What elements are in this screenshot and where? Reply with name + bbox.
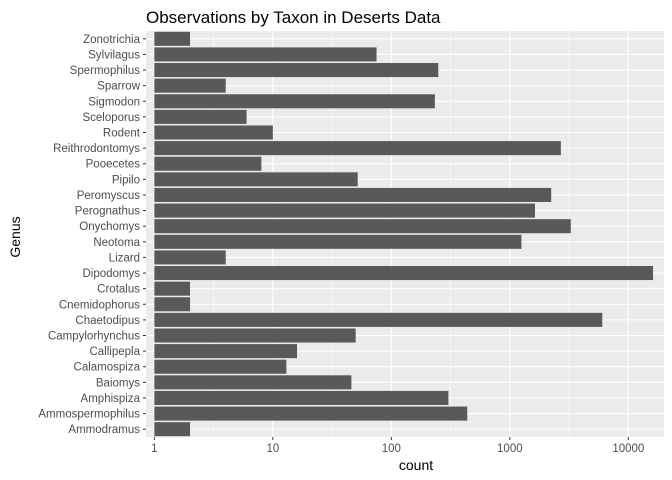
y-tick-label: Reithrodontomys <box>53 143 140 155</box>
y-tick-label: Callipepla <box>89 346 140 358</box>
bar <box>154 47 377 62</box>
y-tick-label: Ammospermophilus <box>38 409 140 421</box>
bar <box>154 281 191 296</box>
bar <box>154 109 247 124</box>
y-tick-label: Perognathus <box>75 206 140 218</box>
y-tick-label: Zonotrichia <box>83 34 140 46</box>
bar <box>154 125 273 140</box>
x-tick-label: 100 <box>382 443 401 455</box>
y-tick-label: Sparrow <box>97 81 141 93</box>
bars <box>154 31 654 437</box>
y-tick-label: Rodent <box>103 128 141 140</box>
y-tick-label: Lizard <box>109 252 140 264</box>
x-axis: 1 10 100 1000 10000 <box>151 437 644 455</box>
y-tick-label: Peromyscus <box>77 190 141 202</box>
y-tick-label: Calamospiza <box>74 362 141 374</box>
bar <box>154 359 287 374</box>
x-tick-label: 10000 <box>612 443 644 455</box>
y-axis: Ammodramus Ammospermophilus Amphispiza Baio… <box>38 34 146 436</box>
bar <box>154 219 571 234</box>
bar <box>154 344 298 359</box>
bar <box>154 141 561 156</box>
bar <box>154 172 358 187</box>
y-tick-label: Pipilo <box>112 174 140 186</box>
bar <box>154 187 552 202</box>
y-tick-label: Dipodomys <box>82 268 140 280</box>
y-tick-label: Chaetodipus <box>75 315 140 327</box>
bar <box>154 31 191 46</box>
y-tick-label: Spermophilus <box>70 65 141 77</box>
y-tick-label: Baiomys <box>96 377 140 389</box>
y-tick-label: Pooecetes <box>86 159 141 171</box>
y-tick-label: Crotalus <box>97 284 140 296</box>
bar <box>154 63 439 78</box>
x-tick-label: 1 <box>151 443 157 455</box>
y-tick-label: Cnemidophorus <box>59 299 140 311</box>
chart-title: Observations by Taxon in Deserts Data <box>146 8 441 27</box>
bar <box>154 312 603 327</box>
x-tick-label: 10 <box>266 443 279 455</box>
y-tick-label: Ammodramus <box>68 424 140 436</box>
y-tick-label: Neotoma <box>93 237 140 249</box>
y-tick-label: Sceloporus <box>82 112 140 124</box>
y-tick-label: Onychomys <box>79 221 140 233</box>
bar <box>154 297 191 312</box>
bar <box>154 390 449 405</box>
bar <box>154 78 226 93</box>
bar <box>154 234 522 249</box>
bar <box>154 203 535 218</box>
y-tick-label: Campylorhynchus <box>48 331 140 343</box>
bar <box>154 250 226 265</box>
x-tick-label: 1000 <box>497 443 523 455</box>
bar <box>154 406 468 421</box>
bar <box>154 422 191 437</box>
bar <box>154 156 262 171</box>
x-axis-title: count <box>399 457 433 473</box>
y-tick-label: Sigmodon <box>88 96 140 108</box>
y-tick-label: Sylvilagus <box>88 49 140 61</box>
bar <box>154 328 356 343</box>
y-tick-label: Amphispiza <box>81 393 141 405</box>
bar <box>154 375 352 390</box>
bar <box>154 266 654 281</box>
bar <box>154 94 435 109</box>
y-axis-title: Genus <box>7 216 23 257</box>
